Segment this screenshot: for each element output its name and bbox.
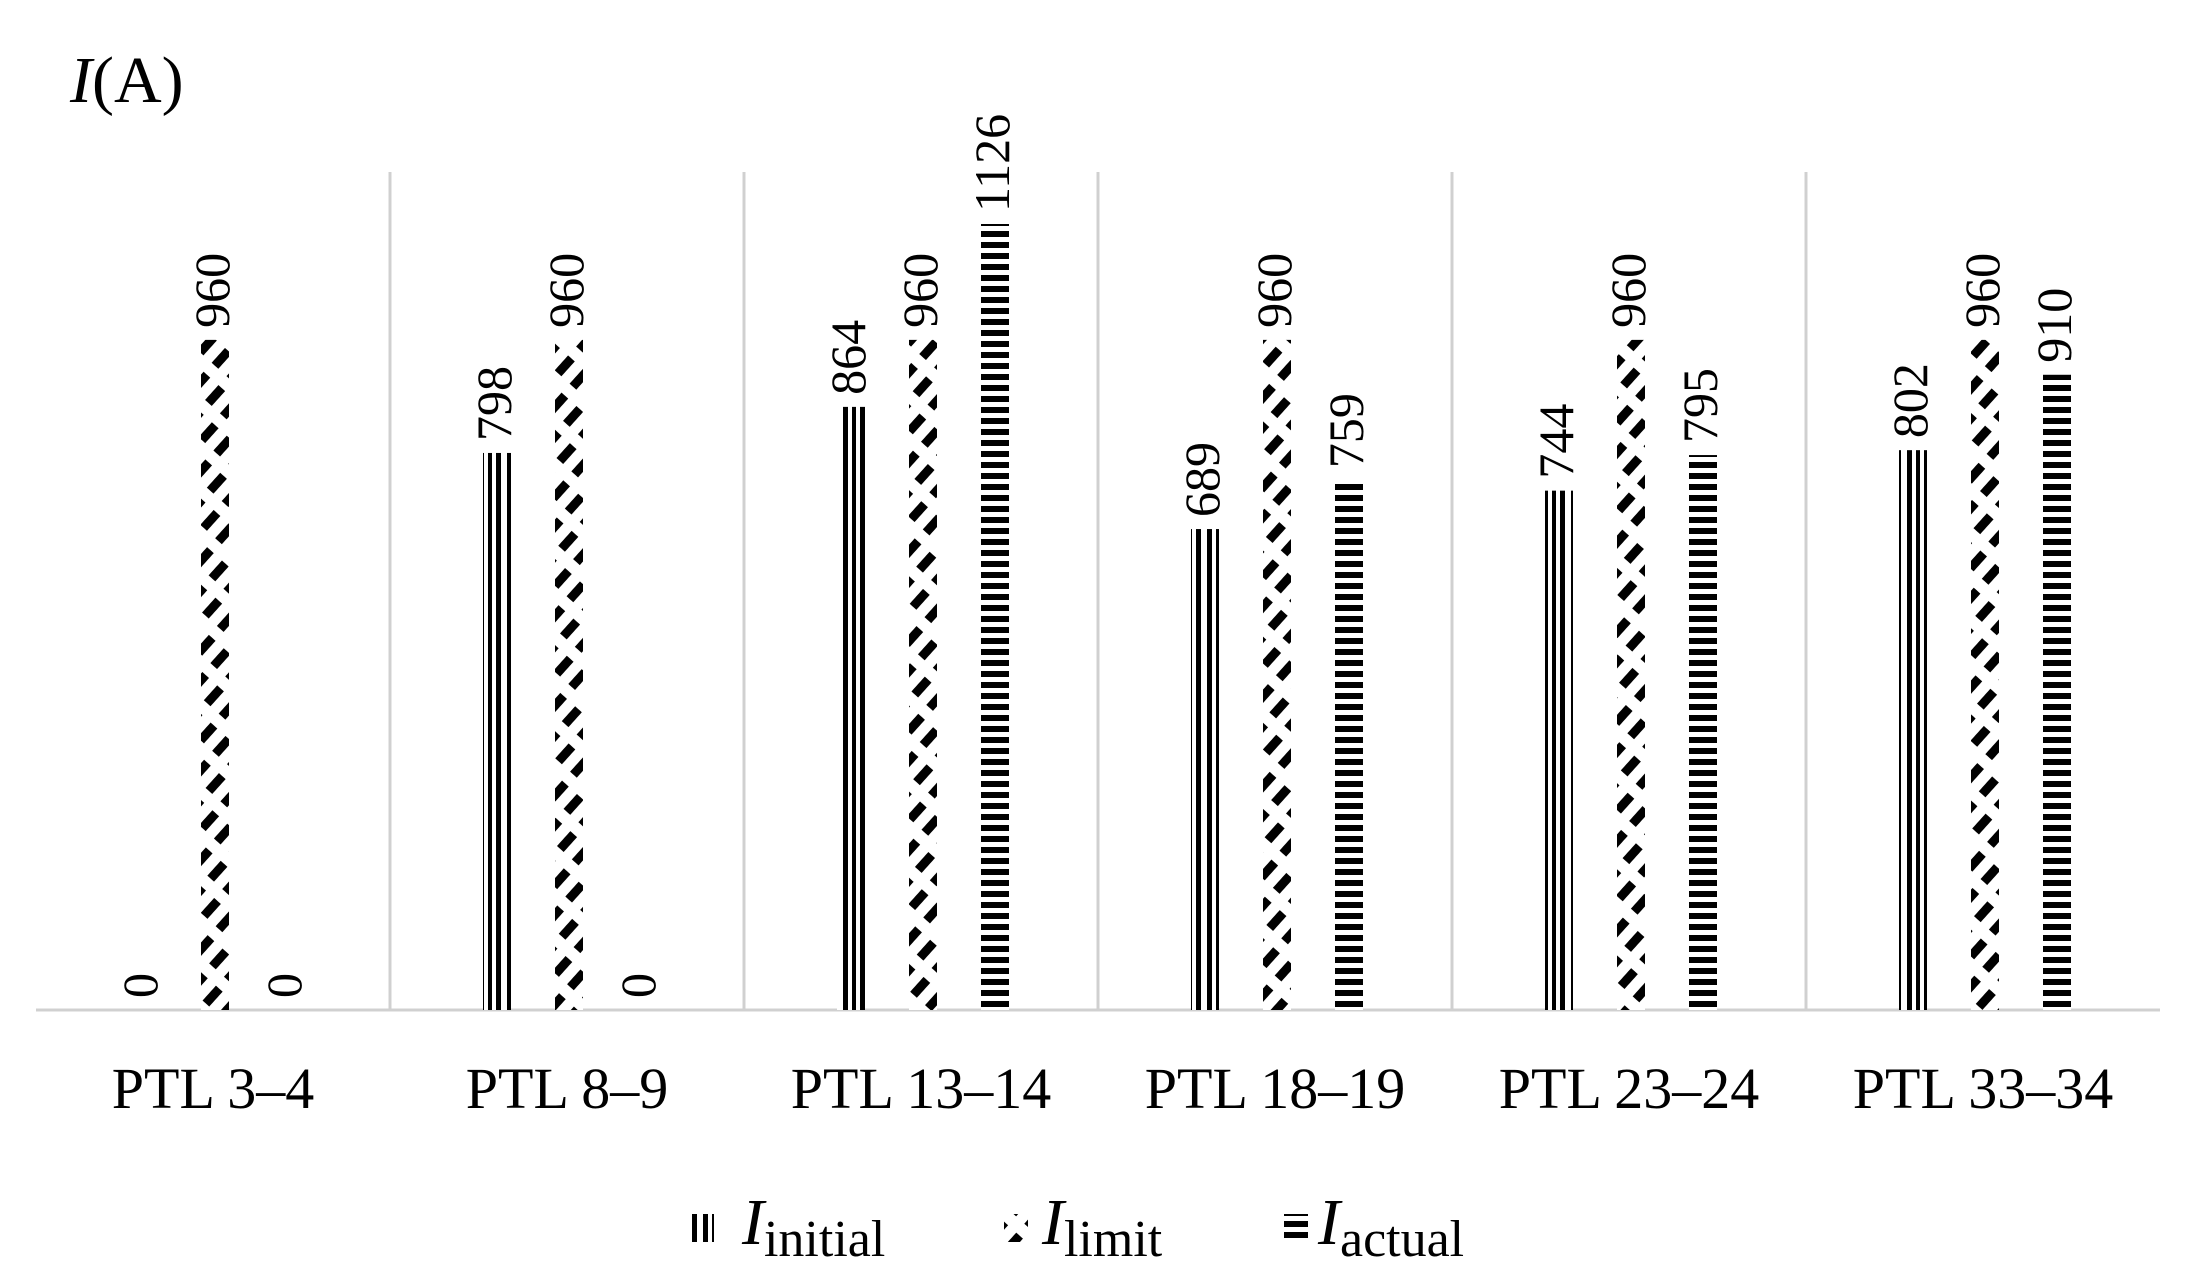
bar-initial [483, 452, 511, 1011]
bar-initial [837, 406, 865, 1011]
data-label-actual: 0 [256, 973, 312, 998]
legend-item-limit: Ilimit [1004, 1186, 1163, 1268]
data-label-limit: 960 [538, 253, 594, 328]
bar-actual [981, 224, 1009, 1010]
bars-layer [201, 224, 2071, 1011]
bar-limit [1263, 339, 1291, 1010]
bar-limit [909, 339, 937, 1010]
bar-actual [1689, 455, 1717, 1010]
x-tick-label: PTL 13–14 [791, 1056, 1051, 1121]
legend: Iinitial Ilimit Iactual [690, 1186, 1464, 1268]
bar-initial [1191, 529, 1219, 1010]
bar-actual [2043, 374, 2071, 1011]
data-label-initial: 864 [820, 320, 876, 395]
svg-text:Iinitial: Iinitial [741, 1186, 885, 1268]
legend-item-initial: Iinitial [690, 1186, 885, 1268]
bar-limit [201, 339, 229, 1010]
legend-label-limit: I [1041, 1186, 1067, 1259]
legend-label-actual: I [1317, 1186, 1343, 1259]
x-tick-label: PTL 18–19 [1145, 1056, 1405, 1121]
data-label-limit: 960 [1954, 253, 2010, 328]
data-label-actual: 759 [1318, 393, 1374, 468]
bar-initial [1899, 450, 1927, 1010]
bar-limit [1971, 339, 1999, 1010]
data-label-initial: 689 [1174, 442, 1230, 517]
bar-limit [555, 339, 583, 1010]
svg-text:Ilimit: Ilimit [1041, 1186, 1163, 1268]
legend-swatch-initial [690, 1214, 714, 1242]
legend-item-actual: Iactual [1284, 1186, 1464, 1268]
category-separators [388, 172, 1808, 1010]
svg-text:Iactual: Iactual [1317, 1186, 1464, 1268]
x-tick-label: PTL 3–4 [112, 1056, 314, 1121]
legend-sub-limit: limit [1064, 1211, 1163, 1268]
data-label-actual: 1126 [964, 114, 1020, 212]
data-label-limit: 960 [892, 253, 948, 328]
x-tick-labels: PTL 3–4 PTL 8–9 PTL 13–14 PTL 18–19 PTL 23–2… [112, 1056, 2113, 1121]
x-tick-label: PTL 8–9 [466, 1056, 668, 1121]
data-label-initial: 802 [1882, 363, 1938, 438]
legend-sub-actual: actual [1340, 1211, 1464, 1268]
x-tick-label: PTL 23–24 [1499, 1056, 1759, 1121]
data-label-initial: 0 [112, 973, 168, 998]
legend-swatch-actual [1284, 1214, 1308, 1242]
legend-swatch-limit [1004, 1214, 1028, 1242]
data-label-limit: 960 [1246, 253, 1302, 328]
data-labels-layer: 0 960 0 798 960 0 864 960 1126 689 960 759 744 960 795… [112, 114, 2082, 998]
data-label-actual: 0 [610, 973, 666, 998]
legend-label-initial: I [741, 1186, 767, 1259]
data-label-actual: 910 [2026, 288, 2082, 363]
bar-actual [1335, 480, 1363, 1010]
data-label-initial: 744 [1528, 404, 1584, 479]
x-tick-label: PTL 33–34 [1853, 1056, 2113, 1121]
data-label-actual: 795 [1672, 368, 1728, 443]
y-axis-title: I(A) [69, 44, 184, 117]
data-label-limit: 960 [184, 253, 240, 328]
bar-initial [1545, 490, 1573, 1010]
legend-sub-initial: initial [764, 1211, 885, 1268]
data-label-limit: 960 [1600, 253, 1656, 328]
data-label-initial: 798 [466, 366, 522, 441]
bar-limit [1617, 339, 1645, 1010]
